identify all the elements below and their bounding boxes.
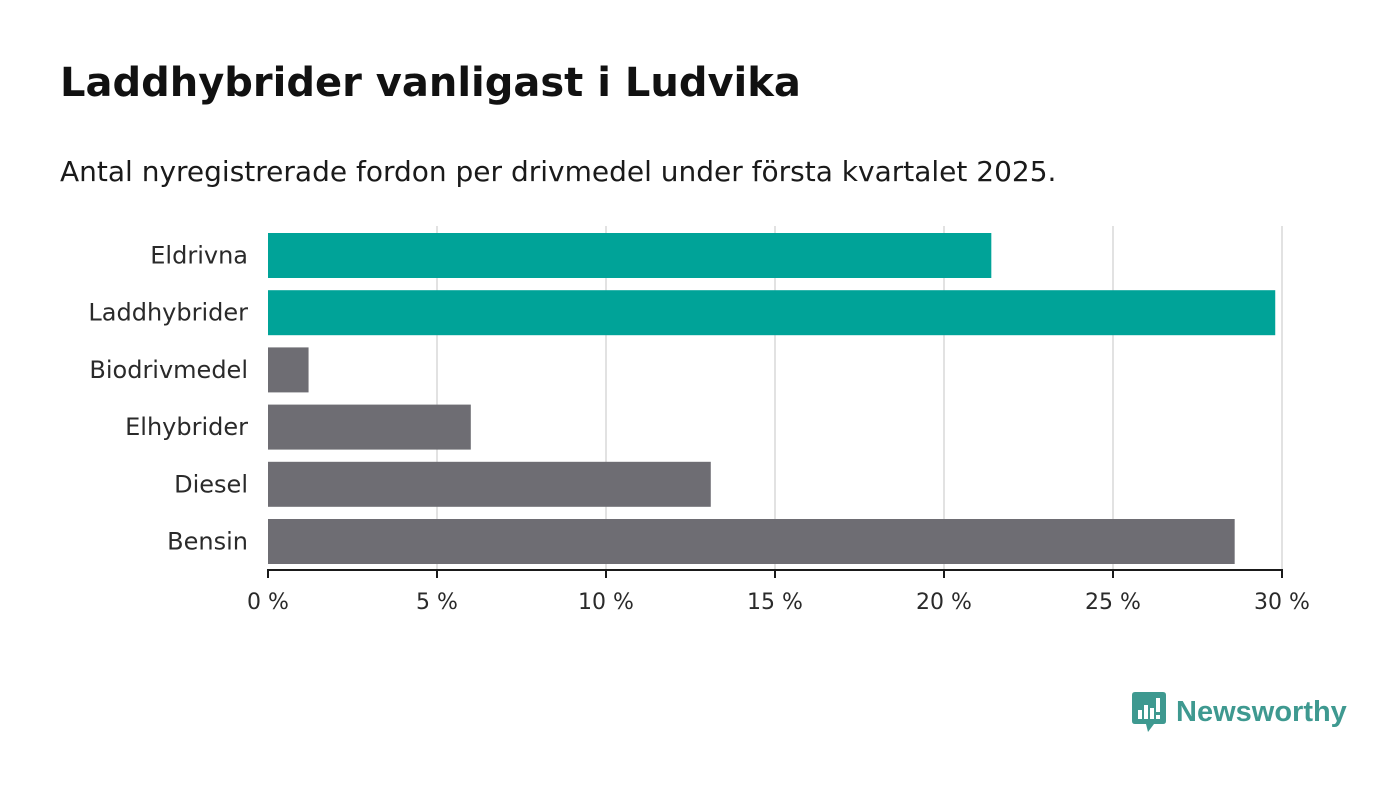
category-label: Eldrivna xyxy=(150,242,248,270)
newsworthy-logo: Newsworthy xyxy=(1132,692,1347,732)
bar xyxy=(268,290,1276,336)
gridlines xyxy=(436,226,1283,570)
category-label: Laddhybrider xyxy=(88,299,248,327)
newsworthy-logo-icon xyxy=(1132,692,1166,732)
newsworthy-logo-text: Newsworthy xyxy=(1176,695,1347,728)
category-label: Biodrivmedel xyxy=(89,356,248,384)
bar xyxy=(268,519,1235,564)
bar xyxy=(268,233,992,278)
chart-title: Laddhybrider vanligast i Ludvika xyxy=(60,60,801,106)
category-label: Diesel xyxy=(174,470,248,498)
category-label: Elhybrider xyxy=(125,413,248,441)
x-tick-label: 25 % xyxy=(1085,590,1141,615)
x-tick-label: 5 % xyxy=(416,590,458,615)
category-label: Bensin xyxy=(167,528,248,556)
x-tick-label: 30 % xyxy=(1254,590,1310,615)
x-tick-label: 20 % xyxy=(916,590,972,615)
x-tick-label: 15 % xyxy=(747,590,803,615)
chart-subtitle: Antal nyregistrerade fordon per drivmede… xyxy=(60,155,1057,188)
x-tick-label: 0 % xyxy=(247,590,289,615)
bar xyxy=(268,404,471,450)
bar xyxy=(268,461,711,507)
x-axis: 0 % 5 % 10 % 15 % 20 % 25 % 30 % xyxy=(247,569,1310,615)
x-tick-label: 10 % xyxy=(578,590,634,615)
bars xyxy=(268,233,1276,564)
bar xyxy=(268,347,309,393)
category-labels: Eldrivna Laddhybrider Biodrivmedel Elhybrid… xyxy=(88,242,248,556)
